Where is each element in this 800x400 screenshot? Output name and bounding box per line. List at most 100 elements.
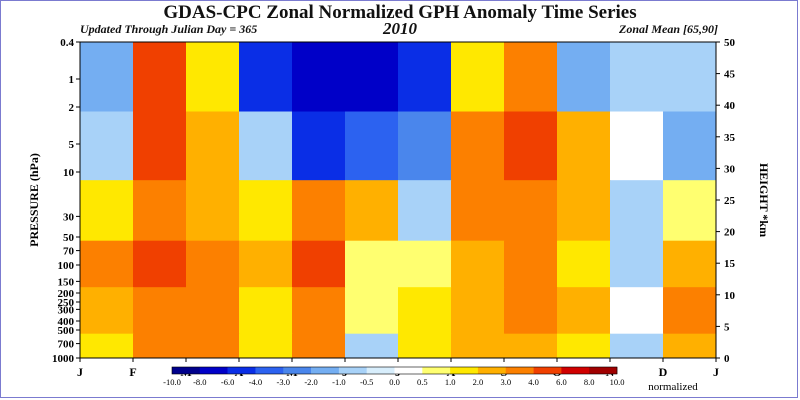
heatmap-cell: [663, 42, 716, 113]
height-tick-label: 50: [724, 37, 736, 49]
colorbar-swatch: [338, 367, 367, 374]
pressure-tick-label: 30: [63, 211, 75, 223]
heatmap-cell: [398, 180, 452, 242]
colorbar-swatch: [366, 367, 395, 374]
heatmap-cell: [610, 333, 664, 358]
zonal-mean-subtitle: Zonal Mean [65,90]: [619, 22, 718, 36]
heatmap-cell: [133, 180, 187, 242]
pressure-tick-label: 1: [69, 74, 75, 86]
colorbar-swatch: [172, 367, 201, 374]
pressure-tick-label: 10: [63, 167, 75, 179]
colorbar-unit-label: normalized: [648, 381, 698, 393]
heatmap-cell: [133, 42, 187, 113]
height-tick-label: 5: [724, 321, 730, 333]
heatmap-cell: [610, 111, 664, 181]
month-tick-label: F: [129, 365, 136, 379]
height-tick-label: 0: [724, 353, 730, 365]
pressure-tick-label: 500: [58, 325, 75, 337]
colorbar: -10.0 -8.0 -6.0 -4.0 -3.0 -2.0 -1.0 -0.5 0.0 0.5 1…: [163, 366, 624, 387]
colorbar-outline: [171, 366, 618, 375]
pressure-tick-label: 1000: [52, 353, 75, 365]
heatmap-cell: [345, 180, 399, 242]
heatmap-cell: [80, 333, 134, 358]
pressure-tick-label: 400: [58, 316, 75, 328]
update-subtitle: Updated Through Julian Day = 365: [80, 22, 258, 36]
heatmap-cell: [451, 42, 505, 113]
heatmap-cell: [239, 180, 293, 242]
heatmap-cell: [610, 240, 664, 288]
heatmap-cell: [504, 42, 558, 113]
colorbar-swatch: [199, 367, 228, 374]
heatmap-cell: [557, 240, 611, 288]
heatmap-cell: [133, 240, 187, 288]
pressure-tick-label: 50: [63, 232, 75, 244]
colorbar-level-label: -8.0: [193, 377, 206, 387]
colorbar-swatch: [505, 367, 534, 374]
colorbar-level-label: 3.0: [500, 377, 511, 387]
heatmap-cell: [663, 180, 716, 242]
heatmap-cell: [345, 111, 399, 181]
pressure-tick-label: 2: [69, 102, 75, 114]
heatmap-cell: [504, 180, 558, 242]
heatmap-cell: [398, 333, 452, 358]
heatmap-cell: [398, 111, 452, 181]
heatmap-cell: [557, 180, 611, 242]
heatmap-cell: [398, 42, 452, 113]
colorbar-level-label: 6.0: [556, 377, 567, 387]
heatmap-cell: [504, 287, 558, 335]
colorbar-level-label: 2.0: [473, 377, 484, 387]
month-tick-label: J: [77, 365, 83, 379]
colorbar-swatch: [589, 367, 618, 374]
heatmap-cell: [239, 287, 293, 335]
colorbar-level-label: 0.5: [417, 377, 428, 387]
pressure-tick-label: 0.4: [60, 37, 74, 49]
colorbar-level-label: -1.0: [332, 377, 345, 387]
heatmap-cell: [345, 287, 399, 335]
heatmap-cell: [557, 111, 611, 181]
colorbar-level-label: -3.0: [277, 377, 290, 387]
colorbar-swatch: [533, 367, 562, 374]
heatmap-cell: [504, 240, 558, 288]
heatmap-cell: [557, 42, 611, 113]
heatmap-cell: [663, 240, 716, 288]
heatmap-cell: [239, 240, 293, 288]
heatmap-cell: [451, 180, 505, 242]
heatmap-cell: [292, 240, 346, 288]
month-tick-label: J: [713, 365, 719, 379]
pressure-tick-label: 700: [58, 339, 75, 351]
heatmap-cell: [133, 333, 187, 358]
colorbar-swatch: [561, 367, 590, 374]
year-label: 2010: [383, 19, 417, 38]
height-axis-label: HEIGHT *km: [757, 163, 771, 237]
heatmap-cell: [610, 180, 664, 242]
height-tick-label: 30: [724, 163, 736, 175]
colorbar-level-label: -10.0: [163, 377, 181, 387]
colorbar-level-label: -0.5: [360, 377, 373, 387]
heatmap-cell: [186, 42, 240, 113]
height-axis: 0 5 10 15 20 25 30 35 40 45 50: [716, 37, 736, 365]
colorbar-swatch: [227, 367, 256, 374]
pressure-tick-label: 70: [63, 246, 75, 258]
pressure-tick-label: 250: [58, 297, 75, 309]
colorbar-level-label: 0.0: [389, 377, 400, 387]
heatmap-cell: [345, 42, 399, 113]
heatmap-cell: [186, 111, 240, 181]
heatmap-cell: [663, 287, 716, 335]
colorbar-swatch: [255, 367, 284, 374]
heatmap-cell: [239, 42, 293, 113]
heatmap-cell: [663, 111, 716, 181]
colorbar-swatch: [311, 367, 340, 374]
heatmap-cell: [398, 240, 452, 288]
heatmap-cell: [292, 42, 346, 113]
colorbar-level-label: 1.0: [445, 377, 456, 387]
colorbar-level-label: 4.0: [528, 377, 539, 387]
heatmap-cell: [345, 333, 399, 358]
chart-title: GDAS-CPC Zonal Normalized GPH Anomaly Ti…: [163, 2, 637, 23]
heatmap-cell: [451, 240, 505, 288]
height-tick-label: 25: [724, 195, 736, 207]
pressure-tick-label: 100: [58, 260, 75, 272]
heatmap-cell: [451, 111, 505, 181]
heatmap-cell: [663, 333, 716, 358]
